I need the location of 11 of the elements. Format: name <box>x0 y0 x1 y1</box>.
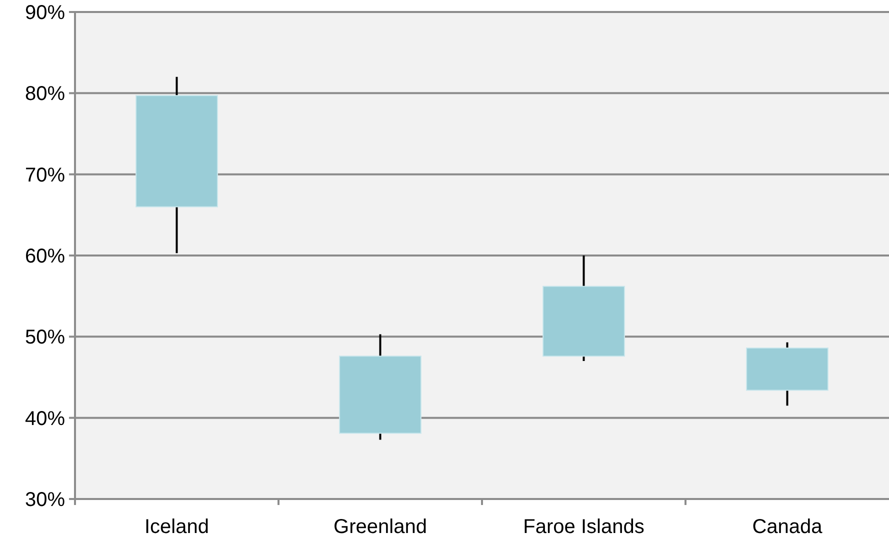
y-tick-label: 60% <box>24 246 66 268</box>
y-tick-label: 30% <box>24 489 66 511</box>
x-tick-label: Faroe Islands <box>523 516 644 538</box>
x-tick-label: Greenland <box>334 516 427 538</box>
y-tick-label: 80% <box>24 83 66 106</box>
y-tick-label: 50% <box>24 326 66 349</box>
y-tick-label: 70% <box>24 164 66 186</box>
y-tick-label: 90% <box>24 2 66 24</box>
y-tick-label: 40% <box>24 408 66 430</box>
x-tick-label: Iceland <box>144 516 209 538</box>
x-tick-label: Canada <box>752 516 824 538</box>
